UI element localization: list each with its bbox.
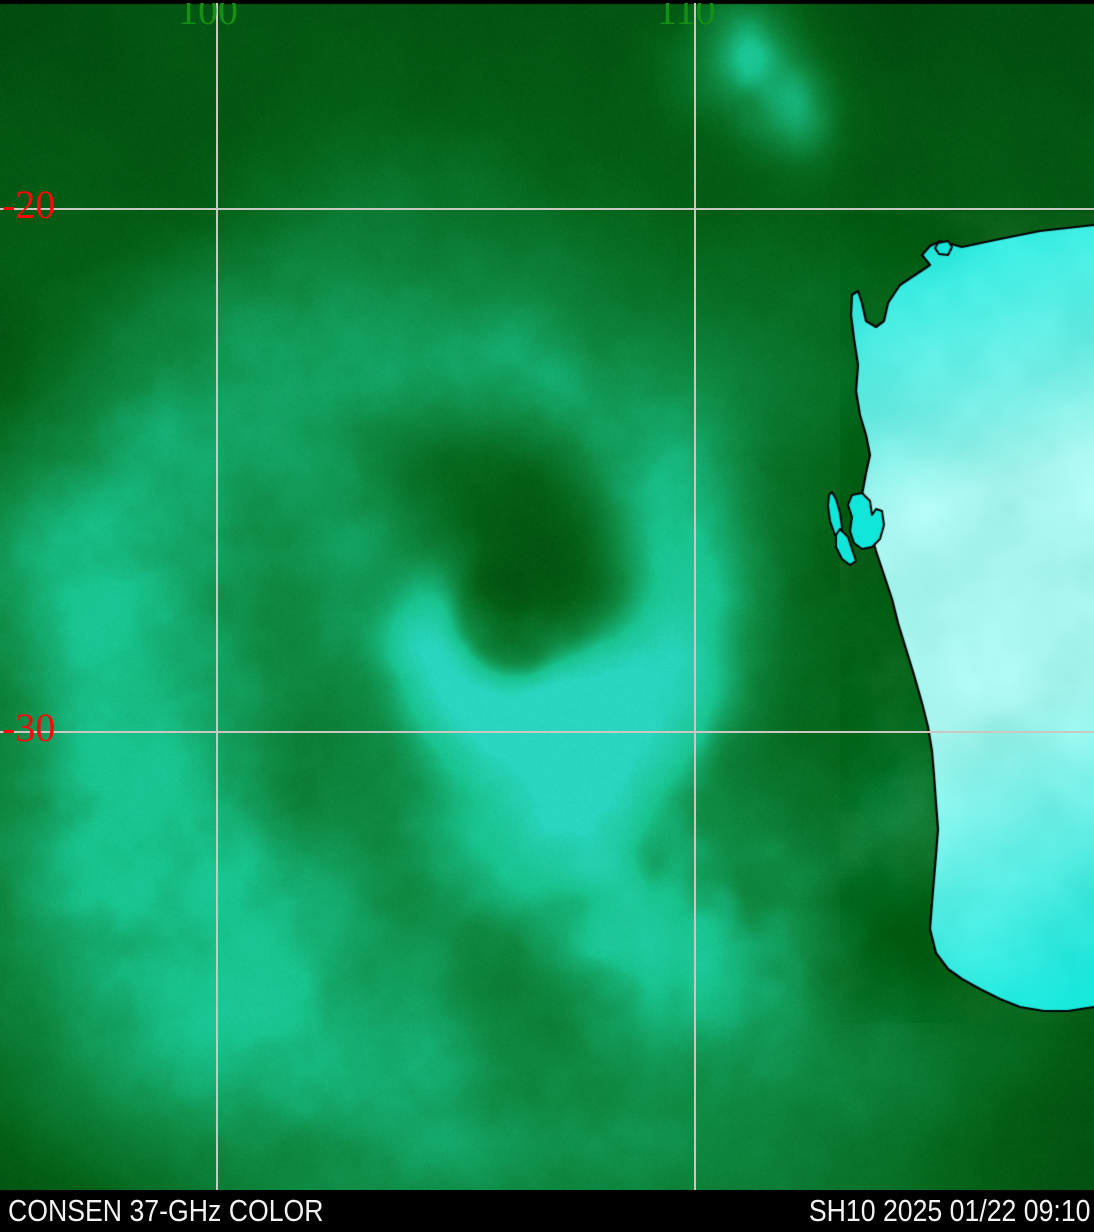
product-label: CONSEN 37-GHz COLOR	[8, 1193, 324, 1228]
satellite-image-area: 100 110 -20 -30	[0, 3, 1094, 1190]
storm-timestamp-label: SH10 2025 01/22 09:10	[808, 1193, 1090, 1228]
caption-bar: CONSEN 37-GHz COLOR SH10 2025 01/22 09:1…	[0, 1190, 1094, 1232]
microwave-satellite-imagery	[0, 3, 1094, 1190]
